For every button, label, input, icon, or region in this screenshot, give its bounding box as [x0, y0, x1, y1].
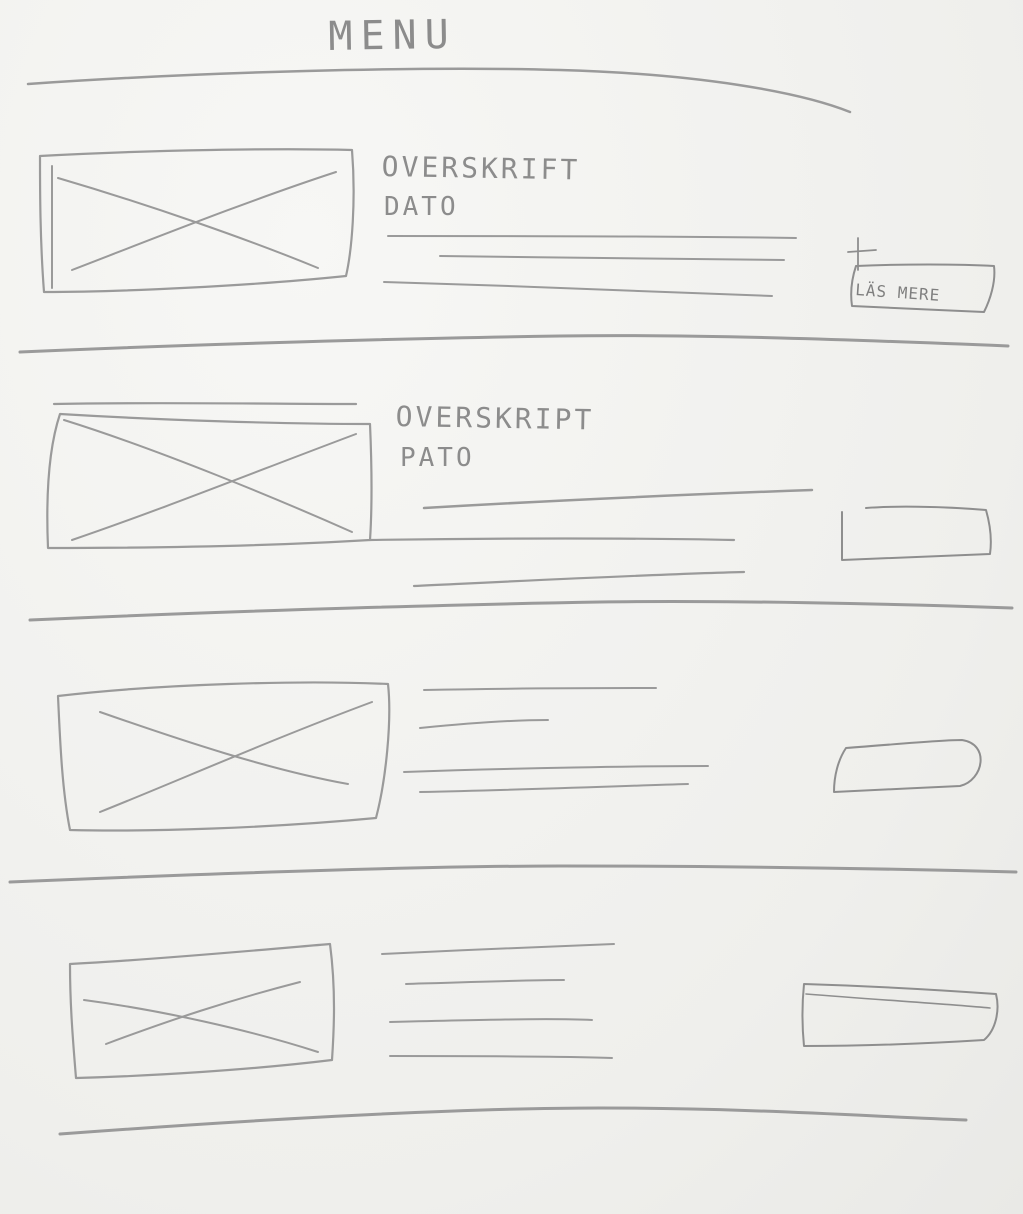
page-title[interactable]: MENU: [328, 11, 458, 60]
article-4-image-placeholder-icon: [68, 942, 336, 1080]
article-2-read-more-button: [841, 505, 992, 561]
header-divider: [26, 67, 852, 114]
article-2-text-lines: [368, 488, 814, 588]
article-2-heading: OVERSKRIPT: [395, 400, 595, 437]
article-2-read-more-button[interactable]: [838, 504, 994, 564]
article-1-date: DATO: [384, 192, 459, 222]
article-3-text-lines: [403, 687, 709, 793]
article-1-image-placeholder-icon: [38, 148, 355, 294]
article-divider-2: [28, 599, 1014, 622]
article-2-image-placeholder-icon: [46, 402, 373, 550]
article-divider-4: [58, 1106, 968, 1136]
article-4-text-lines: [381, 943, 615, 1059]
article-divider-3: [8, 864, 1018, 884]
article-3-image-placeholder-icon: [56, 681, 391, 832]
article-1-heading: OVERSKRIFT: [381, 150, 581, 187]
article-1-read-more-button[interactable]: [850, 262, 998, 314]
article-4-read-more-button[interactable]: [800, 980, 1000, 1050]
article-divider-1: [18, 334, 1010, 354]
article-1-text-lines: [383, 235, 797, 297]
article-3-read-more-button: [833, 739, 982, 793]
article-3-read-more-button[interactable]: [832, 736, 988, 794]
article-1-read-more-button: [847, 237, 996, 313]
article-4-read-more-button: [801, 983, 999, 1047]
article-2-date: PATO: [400, 443, 475, 473]
